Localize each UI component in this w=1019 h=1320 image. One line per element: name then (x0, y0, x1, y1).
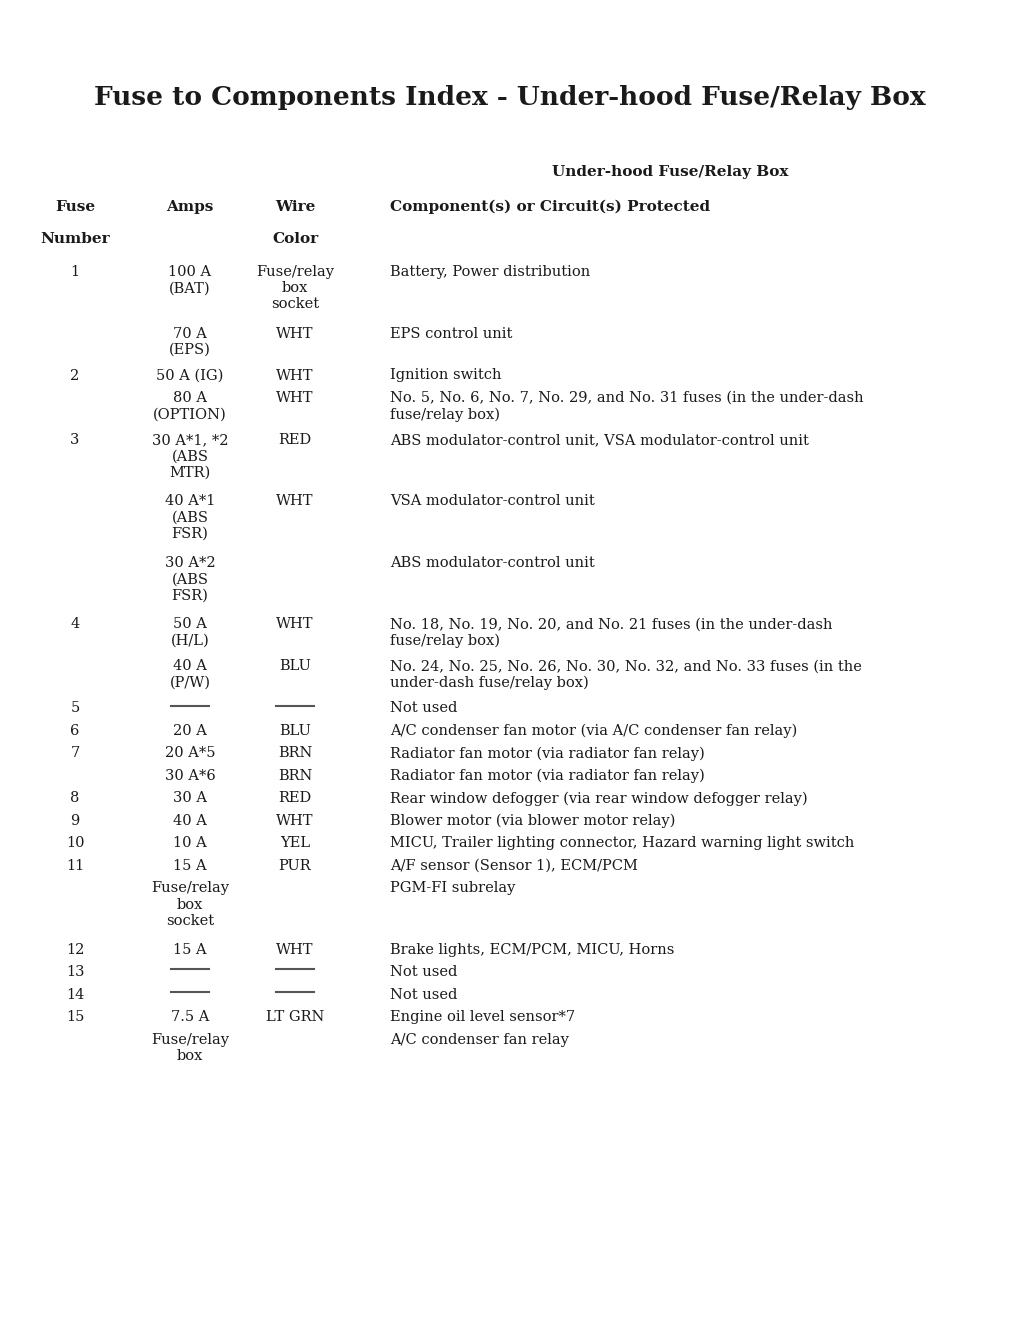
Text: BLU: BLU (279, 660, 311, 673)
Text: 70 A
(EPS): 70 A (EPS) (169, 326, 211, 356)
Text: Battery, Power distribution: Battery, Power distribution (389, 265, 590, 279)
Text: 15 A: 15 A (173, 942, 207, 957)
Text: 15: 15 (66, 1011, 85, 1024)
Text: 9: 9 (70, 814, 79, 828)
Text: 20 A*5: 20 A*5 (165, 747, 215, 760)
Text: 30 A*6: 30 A*6 (164, 770, 215, 783)
Text: 40 A
(P/W): 40 A (P/W) (169, 660, 210, 689)
Text: Radiator fan motor (via radiator fan relay): Radiator fan motor (via radiator fan rel… (389, 770, 704, 783)
Text: 4: 4 (70, 618, 79, 631)
Text: Rear window defogger (via rear window defogger relay): Rear window defogger (via rear window de… (389, 792, 807, 807)
Text: 30 A*1, *2
(ABS
MTR): 30 A*1, *2 (ABS MTR) (152, 433, 228, 479)
Text: WHT: WHT (276, 814, 314, 828)
Text: WHT: WHT (276, 495, 314, 508)
Text: MICU, Trailer lighting connector, Hazard warning light switch: MICU, Trailer lighting connector, Hazard… (389, 837, 854, 850)
Text: No. 5, No. 6, No. 7, No. 29, and No. 31 fuses (in the under-dash
fuse/relay box): No. 5, No. 6, No. 7, No. 29, and No. 31 … (389, 391, 863, 421)
Text: 6: 6 (70, 723, 79, 738)
Text: Fuse/relay
box
socket: Fuse/relay box socket (256, 265, 333, 312)
Text: Blower motor (via blower motor relay): Blower motor (via blower motor relay) (389, 814, 675, 829)
Text: 14: 14 (66, 987, 85, 1002)
Text: EPS control unit: EPS control unit (389, 326, 512, 341)
Text: 15 A: 15 A (173, 859, 207, 873)
Text: Fuse/relay
box: Fuse/relay box (151, 1034, 229, 1063)
Text: 50 A
(H/L): 50 A (H/L) (170, 618, 209, 648)
Text: YEL: YEL (279, 837, 310, 850)
Text: Color: Color (272, 232, 318, 246)
Text: 40 A*1
(ABS
FSR): 40 A*1 (ABS FSR) (165, 495, 215, 541)
Text: A/C condenser fan motor (via A/C condenser fan relay): A/C condenser fan motor (via A/C condens… (389, 723, 797, 738)
Text: BRN: BRN (277, 770, 312, 783)
Text: Fuse/relay
box
socket: Fuse/relay box socket (151, 882, 229, 928)
Text: WHT: WHT (276, 326, 314, 341)
Text: 2: 2 (70, 368, 79, 383)
Text: 12: 12 (66, 942, 85, 957)
Text: WHT: WHT (276, 391, 314, 405)
Text: Not used: Not used (389, 965, 457, 979)
Text: Number: Number (40, 232, 110, 246)
Text: 8: 8 (70, 792, 79, 805)
Text: Brake lights, ECM/PCM, MICU, Horns: Brake lights, ECM/PCM, MICU, Horns (389, 942, 674, 957)
Text: WHT: WHT (276, 942, 314, 957)
Text: VSA modulator-control unit: VSA modulator-control unit (389, 495, 594, 508)
Text: Wire: Wire (274, 201, 315, 214)
Text: 1: 1 (70, 265, 79, 279)
Text: Fuse to Components Index - Under-hood Fuse/Relay Box: Fuse to Components Index - Under-hood Fu… (94, 84, 925, 110)
Text: WHT: WHT (276, 368, 314, 383)
Text: Under-hood Fuse/Relay Box: Under-hood Fuse/Relay Box (551, 165, 788, 180)
Text: 30 A*2
(ABS
FSR): 30 A*2 (ABS FSR) (164, 556, 215, 602)
Text: 50 A (IG): 50 A (IG) (156, 368, 223, 383)
Text: 10: 10 (65, 837, 85, 850)
Text: WHT: WHT (276, 618, 314, 631)
Text: Not used: Not used (389, 987, 457, 1002)
Text: Component(s) or Circuit(s) Protected: Component(s) or Circuit(s) Protected (389, 201, 709, 214)
Text: A/C condenser fan relay: A/C condenser fan relay (389, 1034, 569, 1047)
Text: 30 A: 30 A (173, 792, 207, 805)
Text: 13: 13 (65, 965, 85, 979)
Text: 3: 3 (70, 433, 79, 447)
Text: 40 A: 40 A (173, 814, 207, 828)
Text: Radiator fan motor (via radiator fan relay): Radiator fan motor (via radiator fan rel… (389, 747, 704, 760)
Text: 7: 7 (70, 747, 79, 760)
Text: RED: RED (278, 433, 312, 447)
Text: ABS modulator-control unit, VSA modulator-control unit: ABS modulator-control unit, VSA modulato… (389, 433, 808, 447)
Text: BLU: BLU (279, 723, 311, 738)
Text: 100 A
(BAT): 100 A (BAT) (168, 265, 211, 296)
Text: Ignition switch: Ignition switch (389, 368, 501, 383)
Text: RED: RED (278, 792, 312, 805)
Text: 20 A: 20 A (173, 723, 207, 738)
Text: No. 18, No. 19, No. 20, and No. 21 fuses (in the under-dash
fuse/relay box): No. 18, No. 19, No. 20, and No. 21 fuses… (389, 618, 832, 648)
Text: 7.5 A: 7.5 A (170, 1011, 209, 1024)
Text: No. 24, No. 25, No. 26, No. 30, No. 32, and No. 33 fuses (in the
under-dash fuse: No. 24, No. 25, No. 26, No. 30, No. 32, … (389, 660, 861, 690)
Text: A/F sensor (Sensor 1), ECM/PCM: A/F sensor (Sensor 1), ECM/PCM (389, 859, 637, 873)
Text: Not used: Not used (389, 701, 457, 715)
Text: 10 A: 10 A (173, 837, 207, 850)
Text: Fuse: Fuse (55, 201, 95, 214)
Text: 11: 11 (66, 859, 84, 873)
Text: Engine oil level sensor*7: Engine oil level sensor*7 (389, 1011, 575, 1024)
Text: Amps: Amps (166, 201, 213, 214)
Text: ABS modulator-control unit: ABS modulator-control unit (389, 556, 594, 570)
Text: BRN: BRN (277, 747, 312, 760)
Text: PUR: PUR (278, 859, 311, 873)
Text: 5: 5 (70, 701, 79, 715)
Text: PGM-FI subrelay: PGM-FI subrelay (389, 882, 515, 895)
Text: 80 A
(OPTION): 80 A (OPTION) (153, 391, 226, 421)
Text: LT GRN: LT GRN (266, 1011, 324, 1024)
